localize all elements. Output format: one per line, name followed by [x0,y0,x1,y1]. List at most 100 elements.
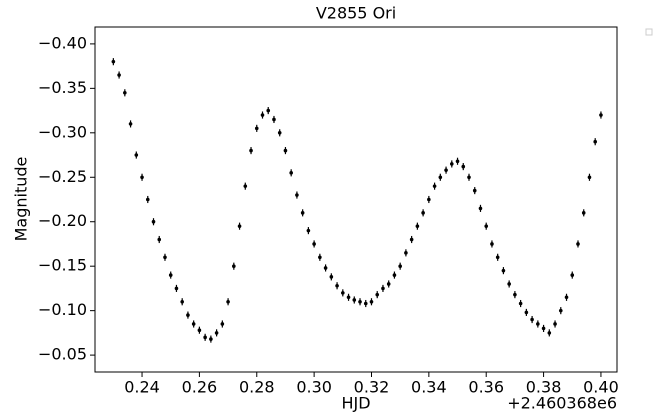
data-point [266,108,271,113]
data-point [587,175,592,180]
data-point [295,193,299,197]
data-point [507,282,511,286]
data-point [203,335,207,340]
data-point [346,295,351,300]
data-point [335,283,339,288]
y-tick-label: −0.40 [38,33,87,52]
data-point [369,299,374,304]
x-axis-label: HJD [341,394,370,413]
chart-title: V2855 Ori [316,4,396,23]
data-point [513,292,517,297]
data-point [358,299,362,304]
data-point [272,117,276,122]
data-point [220,322,225,326]
x-tick-label: 0.24 [124,378,160,397]
data-point [214,331,219,335]
legend-box [645,28,653,36]
data-point [352,298,357,302]
data-point [312,242,316,246]
data-point [576,242,580,246]
data-point [547,331,552,335]
data-point [186,313,190,317]
x-tick-label: 0.30 [296,378,332,397]
y-tick-label: −0.15 [38,256,87,275]
data-point [490,242,494,246]
data-point [232,264,236,268]
data-point [461,164,466,169]
data-point [329,275,334,279]
data-point [541,326,546,331]
data-point [306,228,311,233]
data-point [392,273,397,277]
data-point [180,299,184,304]
data-point [518,301,523,306]
data-point [140,175,144,180]
data-point [341,291,345,295]
data-point [570,273,575,277]
data-point [599,113,603,117]
x-offset-label: +2.460368e6 [507,394,617,413]
data-point [432,184,437,188]
data-point [438,175,443,180]
data-point [386,282,391,286]
data-point [467,175,471,180]
data-point [289,171,293,175]
y-axis-label: Magnitude [12,157,31,242]
data-point [157,237,162,242]
data-point [375,292,380,297]
data-point [163,255,167,260]
data-point [404,251,408,255]
x-tick-label: 0.32 [354,378,390,397]
y-tick-label: −0.05 [38,345,87,364]
data-point [415,224,420,228]
data-point [249,148,253,153]
data-point [558,308,563,313]
data-point [117,73,121,77]
data-point [536,322,540,326]
y-tick-label: −0.20 [38,211,87,230]
x-tick-label: 0.36 [468,378,504,397]
data-point [444,168,448,172]
x-tick-label: 0.34 [411,378,447,397]
data-point [197,328,202,333]
data-point [226,299,230,304]
data-point [530,317,534,322]
x-tick-label: 0.28 [239,378,275,397]
data-point [381,286,385,291]
data-point [134,153,139,157]
data-point [553,322,557,326]
data-point [145,197,150,202]
data-point [484,224,489,228]
data-point [260,113,265,117]
x-tick-label: 0.26 [182,378,218,397]
data-point [237,224,242,228]
data-point [495,255,500,260]
data-point [427,197,431,202]
data-point [123,90,127,95]
data-point [501,268,506,273]
data-point [472,188,477,193]
data-point [581,211,586,215]
data-point [300,211,305,215]
data-point [283,148,288,153]
data-point [243,184,248,188]
data-point [318,255,322,260]
x-tick-label: 0.40 [583,378,619,397]
data-point [564,295,569,300]
data-point [323,266,328,270]
y-tick-label: −0.30 [38,122,87,141]
y-tick-label: −0.25 [38,167,87,186]
data-point [128,122,133,126]
data-point [363,301,368,306]
y-tick-label: −0.10 [38,300,87,319]
data-point [151,219,156,224]
x-tick-label: 0.38 [526,378,562,397]
data-point [593,139,598,144]
data-point [168,273,173,277]
data-point [254,126,259,131]
data-point [191,322,196,326]
data-point [421,211,425,215]
data-point [455,159,460,164]
data-point [209,337,213,341]
